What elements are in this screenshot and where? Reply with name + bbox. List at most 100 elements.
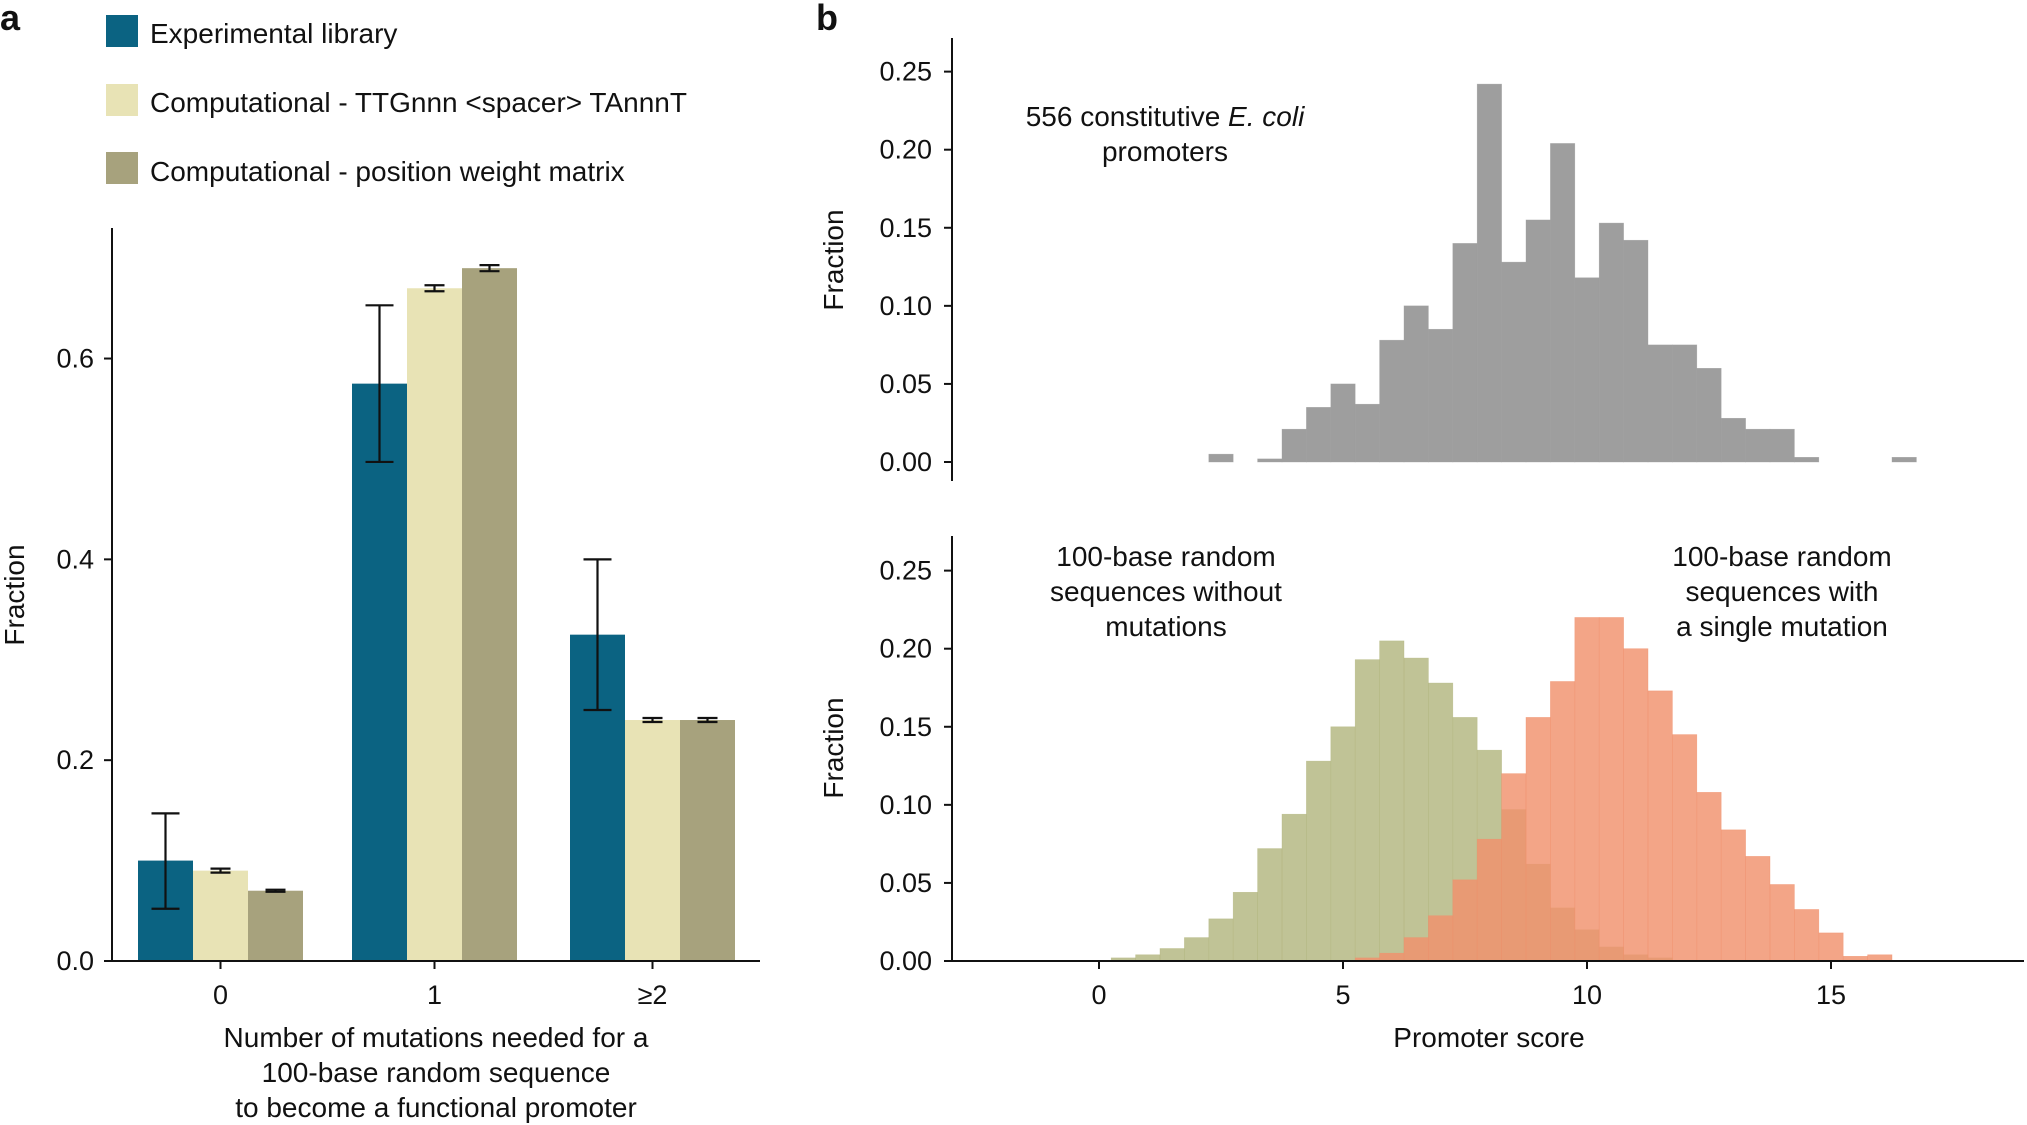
bar-pwm-0	[248, 890, 303, 961]
hist-bar-1-5	[1476, 838, 1502, 962]
hist-bar-0-20	[1720, 417, 1746, 463]
hist-bar-1-19	[1818, 932, 1844, 962]
hist-bar-0-0	[1208, 453, 1234, 463]
y-tick-label: 0.00	[879, 447, 932, 477]
y-ticks: 0.0 0.2 0.4 0.6	[56, 344, 112, 976]
legend-label-pwm: Computational - position weight matrix	[150, 156, 625, 187]
hist-bar-0-6	[1379, 339, 1405, 463]
x-axis-label-line2: 100-base random sequence	[262, 1057, 611, 1088]
hist-bar-0-12	[1525, 219, 1551, 463]
x-tick-label: 10	[1572, 980, 1602, 1010]
hist-bar-1-13	[1672, 734, 1698, 962]
hist-bar-0-7	[1281, 813, 1307, 962]
hist-bar-0-10	[1476, 83, 1502, 463]
hist-bar-0-19	[1696, 368, 1722, 463]
y-tick-label: 0.6	[56, 344, 94, 374]
error-bar-group	[151, 264, 718, 910]
x-ticks: 0 1 ≥2	[213, 961, 667, 1010]
hist-bar-0-13	[1550, 143, 1576, 463]
bar-group	[138, 268, 735, 962]
error-bar-2-2	[697, 716, 718, 724]
x-axis-label-line3: to become a functional promoter	[235, 1092, 637, 1123]
error-bar-2-1	[479, 264, 500, 273]
legend-swatch-pwm	[106, 152, 138, 184]
hist-bar-0-10	[1354, 659, 1380, 962]
bar-pwm-2	[680, 720, 735, 961]
x-tick-label: 0	[1091, 980, 1106, 1010]
histogram-top-bars	[1208, 83, 1917, 463]
hist-bar-0-8	[1428, 328, 1454, 463]
y-tick-label: 0.10	[879, 291, 932, 321]
annotation-with-line3: a single mutation	[1676, 611, 1888, 642]
panel-a: a Experimental library Computational - T…	[0, 0, 760, 1123]
hist-bar-0-17	[1647, 344, 1673, 463]
y-tick-label: 0.25	[879, 57, 932, 87]
hist-bar-1-1	[1379, 952, 1405, 962]
error-bar-2-0	[265, 888, 286, 893]
panel-b: b 0.00 0.05 0.10 0.15 0.20 0.25 Fraction 556 …	[816, 0, 2024, 1053]
bar-ttgnnn-1	[407, 288, 462, 961]
error-bar-0-1	[365, 304, 394, 464]
hist-bar-0-9	[1452, 243, 1478, 463]
bottom-y-axis-label: Fraction	[818, 697, 849, 798]
hist-bar-1-7	[1525, 717, 1551, 962]
bottom-x-ticks: 0 5 10 15	[1091, 961, 1846, 1010]
bar-ttgnnn-2	[625, 720, 680, 961]
legend-swatch-experimental	[106, 15, 138, 47]
annotation-without-line1: 100-base random	[1056, 541, 1275, 572]
hist-bar-1-3	[1428, 915, 1454, 962]
x-tick-label: 15	[1816, 980, 1846, 1010]
top-annotation-line2: promoters	[1102, 136, 1228, 167]
panel-b-label: b	[816, 0, 838, 38]
hist-bar-0-11	[1379, 640, 1405, 962]
y-tick-label: 0.15	[879, 712, 932, 742]
hist-bar-1-2	[1403, 937, 1429, 962]
hist-bar-1-9	[1574, 617, 1600, 962]
top-annotation-line1: 556 constitutive E. coli	[1026, 101, 1305, 132]
y-tick-label: 0.00	[879, 946, 932, 976]
hist-bar-1-15	[1720, 829, 1746, 962]
hist-bar-0-18	[1672, 344, 1698, 463]
legend-label-ttgnnn: Computational - TTGnnn <spacer> TAnnnT	[150, 87, 687, 118]
x-tick-label: 1	[427, 980, 442, 1010]
legend: Experimental library Computational - TTG…	[106, 15, 687, 187]
bar-ttgnnn-0	[193, 870, 248, 961]
y-tick-label: 0.2	[56, 745, 94, 775]
hist-bar-0-6	[1257, 848, 1283, 962]
error-bar-0-0	[151, 812, 180, 910]
hist-bar-0-15	[1598, 222, 1624, 463]
panel-a-label: a	[0, 0, 21, 38]
hist-bar-0-16	[1623, 239, 1649, 463]
hist-bar-0-21	[1745, 428, 1771, 463]
annotation-with-line2: sequences with	[1685, 576, 1878, 607]
hist-bar-1-11	[1623, 648, 1649, 962]
hist-bar-1-10	[1598, 617, 1624, 962]
hist-bar-0-13	[1428, 682, 1454, 962]
hist-bar-0-7	[1403, 305, 1429, 463]
histogram-top: 0.00 0.05 0.10 0.15 0.20 0.25 Fraction 556 co…	[818, 38, 1917, 481]
y-tick-label: 0.20	[879, 634, 932, 664]
bar-experimental-1	[352, 383, 407, 962]
hist-bar-1-16	[1745, 856, 1771, 962]
hist-bar-1-12	[1647, 690, 1673, 962]
hist-bar-1-17	[1769, 884, 1795, 962]
hist-bar-0-14	[1574, 277, 1600, 463]
error-bar-0-2	[583, 558, 612, 712]
hist-bar-0-9	[1330, 726, 1356, 962]
hist-bar-0-5	[1354, 403, 1380, 463]
hist-bar-0-11	[1501, 261, 1527, 463]
legend-label-experimental: Experimental library	[150, 18, 397, 49]
y-tick-label: 0.4	[56, 544, 94, 574]
legend-swatch-ttgnnn	[106, 84, 138, 116]
y-axis-label: Fraction	[0, 544, 30, 645]
histogram-bottom: 0.00 0.05 0.10 0.15 0.20 0.25 0 5 10 15 Fraction…	[818, 536, 2024, 1053]
hist-bar-0-4	[1208, 918, 1234, 962]
top-y-ticks: 0.00 0.05 0.10 0.15 0.20 0.25	[879, 57, 952, 477]
hist-bar-0-1	[1257, 458, 1283, 463]
hist-bar-0-2	[1159, 948, 1185, 962]
y-tick-label: 0.25	[879, 556, 932, 586]
hist-bar-1-8	[1550, 681, 1576, 962]
hist-bar-0-3	[1184, 937, 1210, 962]
hist-bar-0-5	[1232, 891, 1258, 962]
